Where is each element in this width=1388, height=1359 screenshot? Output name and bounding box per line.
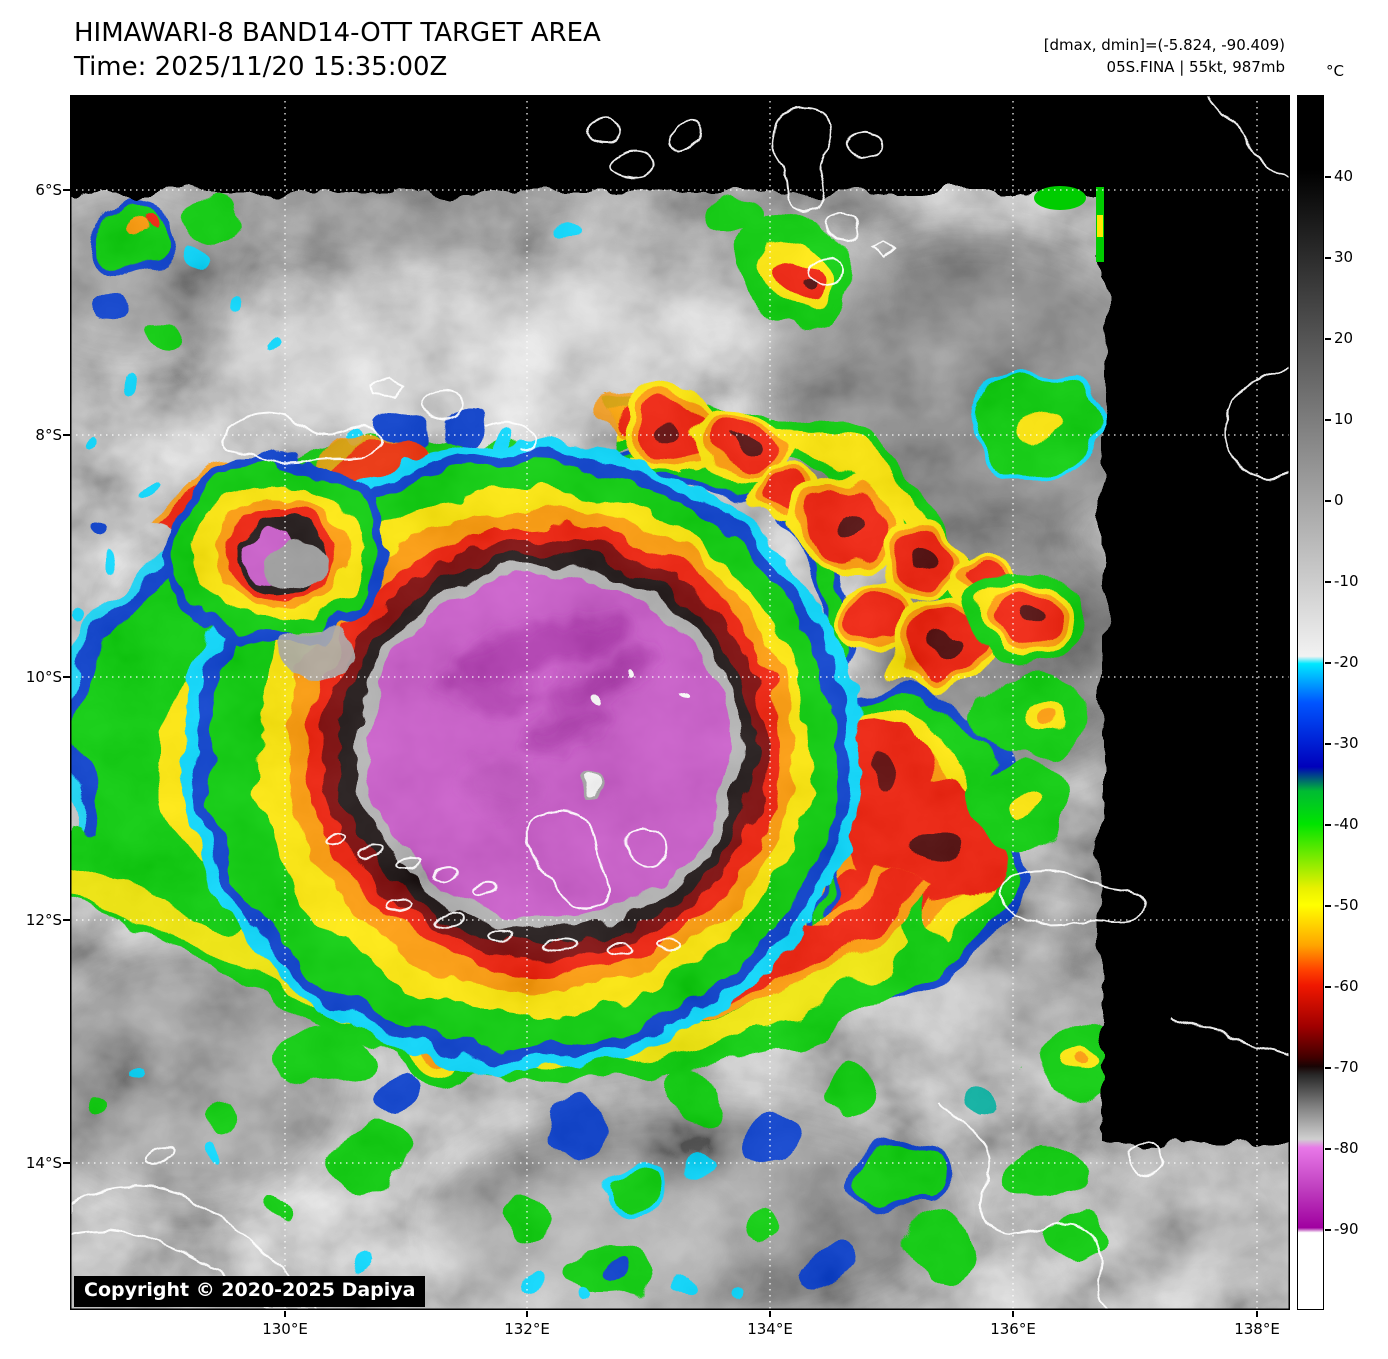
gridlines — [70, 95, 1290, 1310]
lat-axis-tick — [63, 434, 70, 436]
lat-axis-tick — [63, 676, 70, 678]
colorbar-unit-label: °C — [1326, 62, 1344, 80]
colorbar-tick — [1325, 338, 1331, 340]
lat-tick-label: 6°S — [35, 181, 62, 199]
lat-tick-label: 12°S — [25, 911, 62, 929]
lat-tick-label: 8°S — [35, 426, 62, 444]
lat-tick-label: 14°S — [25, 1154, 62, 1172]
colorbar-tick — [1325, 662, 1331, 664]
colorbar-tick-label: 20 — [1334, 329, 1354, 347]
colorbar-tick-label: 40 — [1334, 167, 1354, 185]
dmax-dmin-readout: [dmax, dmin]=(-5.824, -90.409) — [1043, 36, 1285, 54]
colorbar-tick-label: -80 — [1334, 1139, 1359, 1157]
lat-axis-tick — [63, 919, 70, 921]
lon-tick-label: 138°E — [1234, 1320, 1280, 1338]
colorbar-tick-label: -40 — [1334, 815, 1359, 833]
colorbar-tick — [1325, 500, 1331, 502]
colorbar — [1297, 95, 1324, 1310]
lon-axis-tick — [1256, 1311, 1258, 1317]
colorbar-tick — [1325, 743, 1331, 745]
coastlines — [70, 95, 1290, 1310]
satellite-map — [70, 95, 1290, 1310]
storm-info-readout: 05S.FINA | 55kt, 987mb — [1106, 58, 1285, 76]
colorbar-tick — [1325, 986, 1331, 988]
colorbar-tick-label: -10 — [1334, 572, 1359, 590]
colorbar-tick-label: -30 — [1334, 734, 1359, 752]
lon-axis-tick — [1012, 1311, 1014, 1317]
offscan-mask — [70, 95, 1290, 1143]
colorbar-tick — [1325, 581, 1331, 583]
colorbar-tick — [1325, 176, 1331, 178]
lon-axis-tick — [769, 1311, 771, 1317]
lon-axis-tick — [284, 1311, 286, 1317]
colorbar-tick — [1325, 905, 1331, 907]
colorbar-tick-label: -70 — [1334, 1058, 1359, 1076]
lon-tick-label: 134°E — [747, 1320, 793, 1338]
colorbar-tick — [1325, 419, 1331, 421]
colorbar-tick-label: -90 — [1334, 1220, 1359, 1238]
satellite-image — [70, 95, 1290, 1310]
lon-tick-label: 130°E — [262, 1320, 308, 1338]
lat-axis-tick — [63, 189, 70, 191]
colorbar-tick — [1325, 1148, 1331, 1150]
lat-tick-label: 10°S — [25, 668, 62, 686]
colorbar-tick — [1325, 257, 1331, 259]
colorbar-tick-label: 10 — [1334, 410, 1354, 428]
image-frame — [70, 95, 1290, 1310]
lon-axis-tick — [526, 1311, 528, 1317]
colorbar-tick-label: 30 — [1334, 248, 1354, 266]
colorbar-tick — [1325, 1229, 1331, 1231]
colorbar-tick-label: -20 — [1334, 653, 1359, 671]
figure-title: HIMAWARI-8 BAND14-OTT TARGET AREA — [74, 18, 601, 48]
colorbar-tick — [1325, 824, 1331, 826]
lon-tick-label: 136°E — [990, 1320, 1036, 1338]
figure-time: Time: 2025/11/20 15:35:00Z — [74, 52, 448, 82]
lat-axis-tick — [63, 1162, 70, 1164]
colorbar-tick-label: -50 — [1334, 896, 1359, 914]
copyright-badge: Copyright © 2020-2025 Dapiya — [74, 1276, 426, 1307]
colorbar-tick-label: 0 — [1334, 491, 1344, 509]
colorbar-tick-label: -60 — [1334, 977, 1359, 995]
lon-tick-label: 132°E — [504, 1320, 550, 1338]
colorbar-tick — [1325, 1067, 1331, 1069]
